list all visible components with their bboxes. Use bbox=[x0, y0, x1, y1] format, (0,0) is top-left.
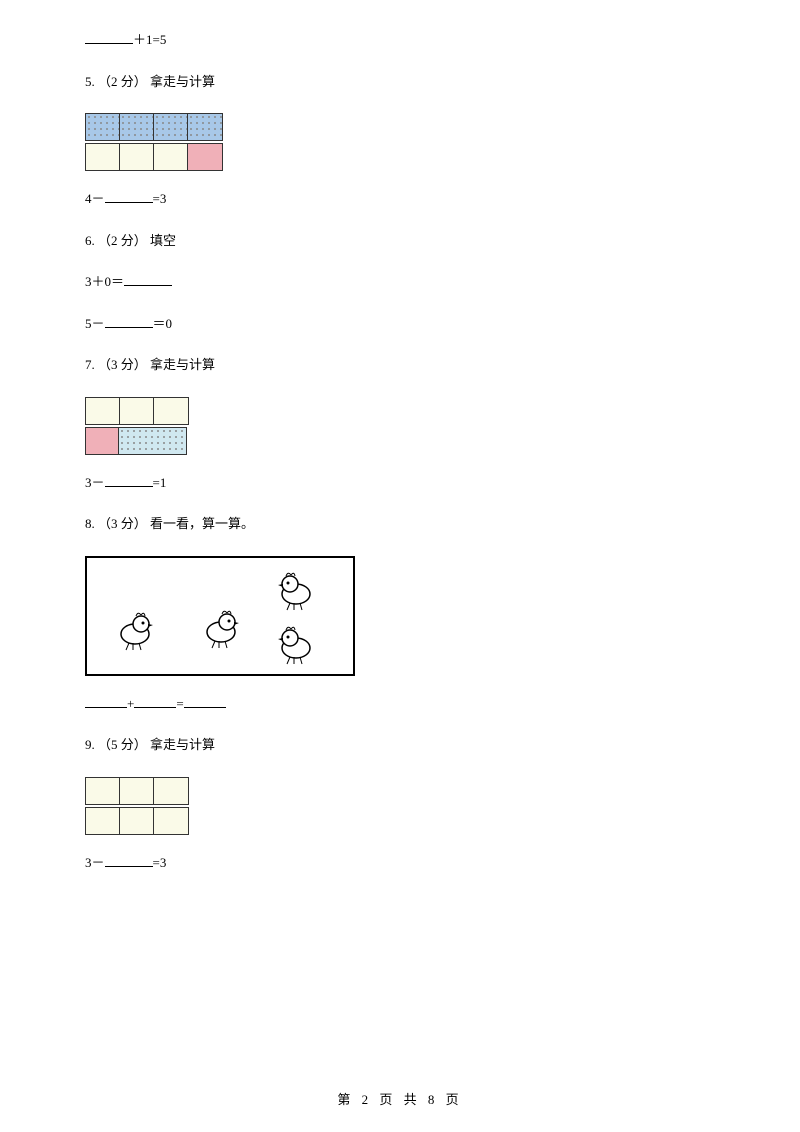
q5-blank[interactable] bbox=[105, 189, 153, 203]
square bbox=[86, 778, 120, 804]
q4-tail-text: ＋1=5 bbox=[133, 32, 166, 47]
q6-blank2[interactable] bbox=[105, 314, 153, 328]
q4-blank[interactable] bbox=[85, 30, 133, 44]
q9-blank[interactable] bbox=[105, 853, 153, 867]
q8-figure bbox=[85, 556, 355, 676]
q6-line1-prefix: 3＋0＝ bbox=[85, 274, 124, 289]
q5-equation: 4－ =3 bbox=[85, 189, 715, 209]
q9-row2 bbox=[85, 807, 189, 835]
q5-row2 bbox=[85, 143, 223, 171]
square bbox=[86, 144, 120, 170]
q7-eq-prefix: 3－ bbox=[85, 475, 105, 490]
q9-figure bbox=[85, 777, 715, 835]
q8-equation: += bbox=[85, 694, 715, 714]
q7-row1 bbox=[85, 397, 189, 425]
q4-tail-equation: ＋1=5 bbox=[85, 30, 715, 50]
chick-icon bbox=[111, 608, 159, 652]
q6-blank1[interactable] bbox=[124, 272, 172, 286]
square bbox=[120, 398, 154, 424]
q9-equation: 3－ =3 bbox=[85, 853, 715, 873]
q6-line2: 5－ ＝0 bbox=[85, 314, 715, 334]
q8-plus: + bbox=[127, 696, 134, 711]
q7-figure bbox=[85, 397, 715, 455]
q5-eq-suffix: =3 bbox=[153, 191, 167, 206]
square bbox=[154, 114, 188, 140]
chick-icon bbox=[197, 606, 245, 650]
q6-line2-suffix: ＝0 bbox=[153, 316, 173, 331]
square bbox=[188, 114, 222, 140]
q8-header: 8. （3 分） 看一看，算一算。 bbox=[85, 514, 715, 534]
q7-blank[interactable] bbox=[105, 473, 153, 487]
q5-eq-prefix: 4－ bbox=[85, 191, 105, 206]
q9-row1 bbox=[85, 777, 189, 805]
q5-row1 bbox=[85, 113, 223, 141]
square bbox=[120, 114, 154, 140]
q5-header: 5. （2 分） 拿走与计算 bbox=[85, 72, 715, 92]
square bbox=[154, 398, 188, 424]
square bbox=[86, 428, 119, 454]
q8-blank2[interactable] bbox=[134, 694, 176, 708]
square bbox=[86, 114, 120, 140]
q5-figure bbox=[85, 113, 715, 171]
square bbox=[154, 778, 188, 804]
q8-blank3[interactable] bbox=[184, 694, 226, 708]
q7-header: 7. （3 分） 拿走与计算 bbox=[85, 355, 715, 375]
chick-icon bbox=[272, 568, 320, 612]
q6-header: 6. （2 分） 填空 bbox=[85, 231, 715, 251]
square bbox=[86, 808, 120, 834]
square bbox=[86, 398, 120, 424]
q6-line2-prefix: 5－ bbox=[85, 316, 105, 331]
square bbox=[119, 428, 186, 454]
square bbox=[120, 778, 154, 804]
q9-header: 9. （5 分） 拿走与计算 bbox=[85, 735, 715, 755]
q7-equation: 3－ =1 bbox=[85, 473, 715, 493]
q7-row2 bbox=[85, 427, 187, 455]
q8-blank1[interactable] bbox=[85, 694, 127, 708]
q8-eq: = bbox=[176, 696, 183, 711]
q9-eq-suffix: =3 bbox=[153, 855, 167, 870]
page-footer: 第 2 页 共 8 页 bbox=[0, 1089, 800, 1108]
square bbox=[120, 808, 154, 834]
q7-eq-suffix: =1 bbox=[153, 475, 167, 490]
q9-eq-prefix: 3－ bbox=[85, 855, 105, 870]
square bbox=[120, 144, 154, 170]
chick-icon bbox=[272, 622, 320, 666]
q6-line1: 3＋0＝ bbox=[85, 272, 715, 292]
square bbox=[188, 144, 222, 170]
square bbox=[154, 808, 188, 834]
square bbox=[154, 144, 188, 170]
